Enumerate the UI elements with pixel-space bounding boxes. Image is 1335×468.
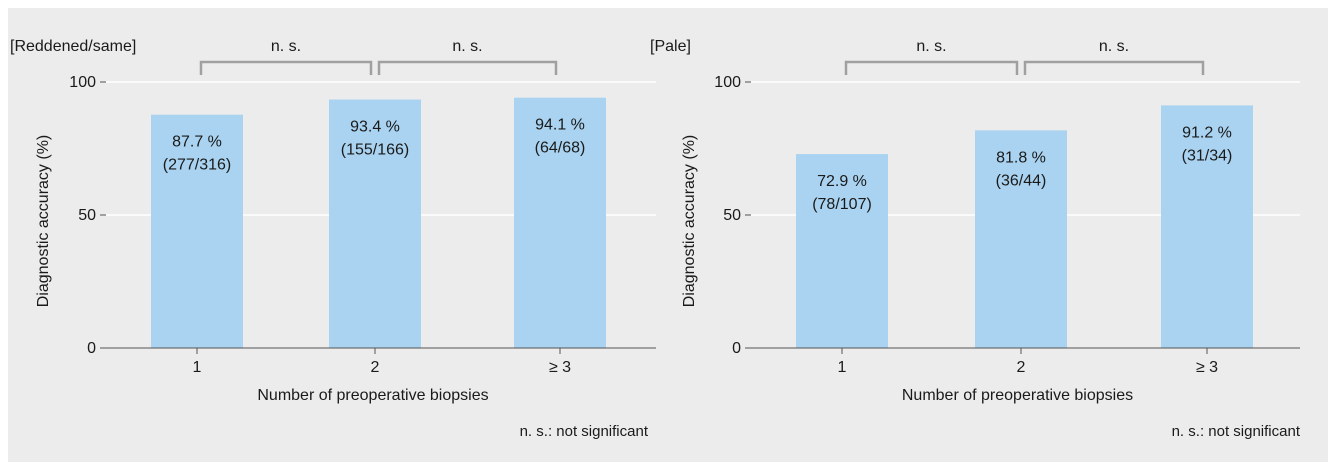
y-tick-label: 50 <box>78 207 96 224</box>
significance-bracket <box>844 60 1019 75</box>
panel-title: [Pale] <box>650 38 691 55</box>
x-tick-label: ≥ 3 <box>1196 359 1218 376</box>
bar <box>329 99 421 348</box>
y-axis-label: Diagnostic accuracy (%) <box>35 135 52 308</box>
y-tick-label: 0 <box>732 340 741 357</box>
bar-charts: 0 50 100 1 2 ≥ 3 87.7 % (277/316) 93.4 % (155/166… <box>10 38 1301 440</box>
data-label-percent: 87.7 % <box>172 134 222 151</box>
significance-label: n. s. <box>916 38 946 55</box>
significance-label: n. s. <box>452 38 482 55</box>
significance-bracket <box>199 60 373 75</box>
bar <box>1161 105 1253 349</box>
data-label-fraction: (78/107) <box>812 196 872 213</box>
data-label-percent: 91.2 % <box>1182 124 1232 141</box>
figure-panel: 0 50 100 1 2 ≥ 3 87.7 % (277/316) 93.4 % (155/166… <box>8 8 1328 462</box>
y-tick-label: 100 <box>714 74 741 91</box>
bar <box>975 130 1067 348</box>
bar <box>514 97 606 348</box>
significance-label: n. s. <box>271 38 301 55</box>
significance-bracket <box>1023 60 1205 75</box>
y-tick-label: 0 <box>87 340 96 357</box>
data-label-fraction: (36/44) <box>996 172 1047 189</box>
x-tick-label: 2 <box>371 359 380 376</box>
x-axis-label: Number of preoperative biopsies <box>902 387 1133 404</box>
y-tick-label: 50 <box>723 207 741 224</box>
data-label-percent: 81.8 % <box>996 149 1046 166</box>
y-axis-label: Diagnostic accuracy (%) <box>681 135 698 308</box>
data-label-fraction: (64/68) <box>535 140 586 157</box>
x-tick-label: 1 <box>193 359 202 376</box>
significance-bracket <box>377 60 558 75</box>
x-tick-label: 2 <box>1017 359 1026 376</box>
bar <box>151 114 243 348</box>
data-label-fraction: (155/166) <box>341 142 410 159</box>
x-tick-label: ≥ 3 <box>549 359 571 376</box>
footnote: n. s.: not significant <box>520 423 649 440</box>
data-label-fraction: (31/34) <box>1182 147 1233 164</box>
data-label-percent: 72.9 % <box>817 173 867 190</box>
data-label-fraction: (277/316) <box>163 157 232 174</box>
data-label-percent: 94.1 % <box>535 117 585 134</box>
footnote: n. s.: not significant <box>1172 423 1301 440</box>
panel-title: [Reddened/same] <box>10 38 136 55</box>
x-axis-label: Number of preoperative biopsies <box>257 387 488 404</box>
bar <box>796 154 888 348</box>
significance-label: n. s. <box>1099 38 1129 55</box>
x-tick-label: 1 <box>838 359 847 376</box>
data-label-percent: 93.4 % <box>350 119 400 136</box>
y-tick-label: 100 <box>69 74 96 91</box>
